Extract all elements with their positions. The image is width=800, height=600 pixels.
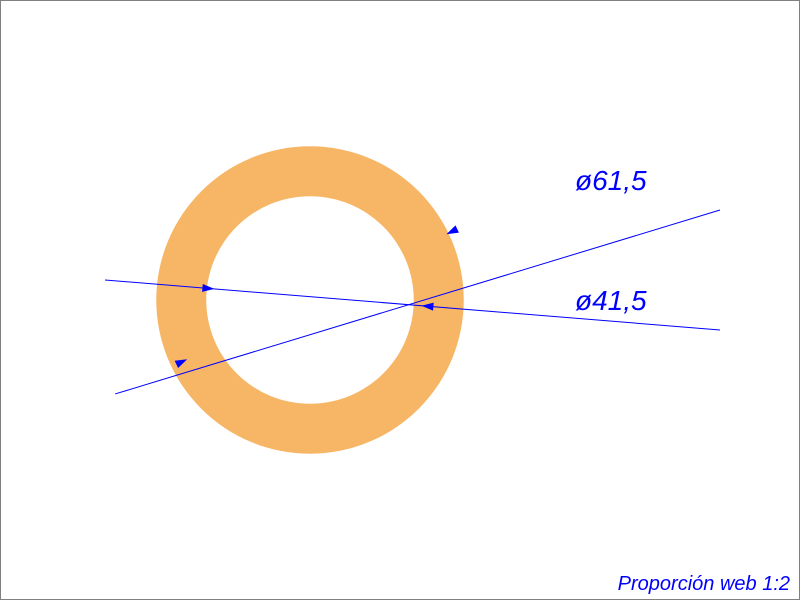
background: [0, 0, 800, 600]
footer-text: Proporción web 1:2: [618, 573, 790, 595]
dimension-inner-label: ø41,5: [575, 285, 647, 316]
dimension-outer-label: ø61,5: [575, 165, 647, 196]
drawing-canvas: ø61,5 ø41,5 Proporción web 1:2: [0, 0, 800, 600]
